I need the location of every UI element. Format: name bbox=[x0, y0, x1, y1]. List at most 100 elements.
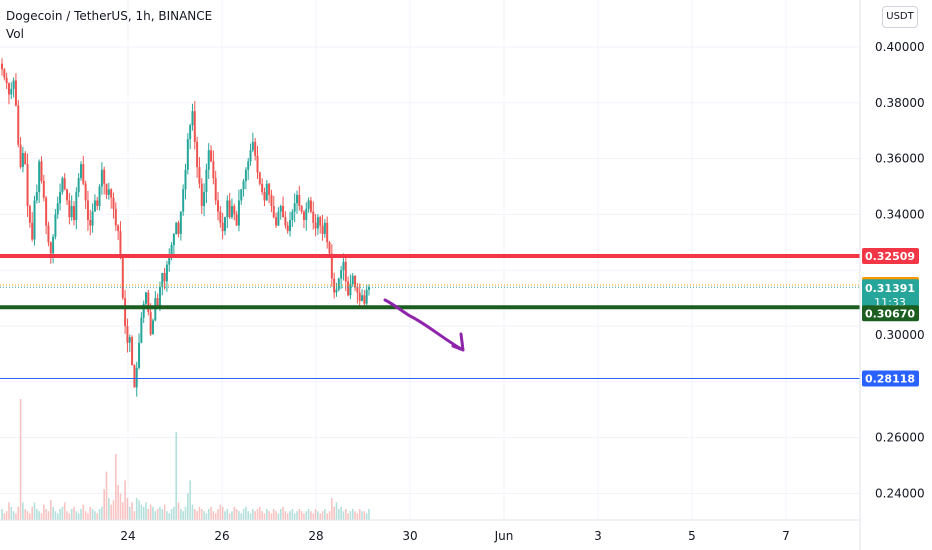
candle-body bbox=[321, 225, 324, 234]
volume-bar bbox=[40, 513, 43, 520]
y-tick-label: 0.38000 bbox=[875, 96, 925, 110]
candle-body bbox=[68, 200, 71, 218]
volume-bar bbox=[8, 502, 10, 520]
volume-bar bbox=[275, 511, 277, 520]
candle-body bbox=[128, 337, 131, 343]
price-label-target-text: 0.28118 bbox=[865, 373, 915, 386]
candle-body bbox=[189, 125, 192, 140]
price-label-resistance[interactable] bbox=[862, 247, 919, 264]
volume-bar bbox=[173, 506, 175, 520]
volume-legend[interactable]: Vol bbox=[6, 27, 24, 41]
volume-bar bbox=[256, 509, 259, 520]
candle-body bbox=[33, 200, 36, 240]
volume-bar bbox=[214, 513, 217, 520]
projection-arrow[interactable] bbox=[383, 298, 465, 352]
volume-bar bbox=[324, 509, 326, 520]
candle-body bbox=[309, 200, 312, 212]
y-tick-label: 0.30000 bbox=[875, 328, 925, 342]
volume-bar bbox=[191, 504, 194, 520]
candle-body bbox=[124, 298, 127, 326]
candle-body bbox=[100, 169, 103, 187]
volume-bar bbox=[80, 509, 82, 520]
volume-bar bbox=[168, 513, 171, 520]
volume-bar bbox=[307, 509, 310, 520]
volume-bar bbox=[228, 513, 231, 520]
horizontal-levels[interactable] bbox=[0, 253, 860, 380]
candle-body bbox=[21, 153, 24, 167]
volume-bar bbox=[291, 509, 294, 520]
candle-body bbox=[293, 203, 296, 212]
volume-bar bbox=[310, 511, 312, 520]
x-tick-label: 26 bbox=[214, 529, 229, 543]
volume-bar bbox=[133, 511, 136, 520]
volume-bar bbox=[245, 506, 247, 520]
candle-body bbox=[205, 169, 208, 193]
volume-bar bbox=[247, 511, 250, 520]
volume-bar bbox=[249, 513, 252, 520]
x-tick-label: 28 bbox=[308, 529, 323, 543]
price-label-support[interactable] bbox=[862, 305, 919, 322]
volume-bar bbox=[84, 511, 87, 520]
volume-bar bbox=[356, 513, 359, 520]
candle-body bbox=[263, 192, 266, 201]
candle-body bbox=[79, 164, 82, 179]
candle-body bbox=[86, 200, 89, 220]
currency-button[interactable]: USDT bbox=[882, 6, 918, 28]
volume-bar bbox=[38, 511, 40, 520]
price-label-bid-text: 0.31391 bbox=[865, 282, 915, 295]
candle-body bbox=[340, 270, 343, 279]
candle-body bbox=[84, 183, 87, 201]
volume-bar bbox=[131, 502, 133, 520]
candle-body bbox=[249, 150, 252, 162]
candle-body bbox=[247, 161, 250, 170]
candle-body bbox=[314, 222, 317, 229]
candle-body bbox=[163, 272, 166, 282]
candle-body bbox=[112, 197, 115, 209]
symbol-legend[interactable]: Dogecoin / TetherUS, 1h, BINANCE bbox=[6, 9, 213, 23]
volume-bar bbox=[259, 506, 261, 520]
volume-bar bbox=[119, 493, 122, 520]
volume-bar bbox=[82, 504, 85, 520]
price-label-bid[interactable] bbox=[862, 279, 919, 310]
candle-body bbox=[149, 312, 152, 335]
volume-bar bbox=[36, 509, 38, 520]
volume-bar bbox=[368, 509, 370, 520]
price-label-support-text: 0.30670 bbox=[865, 307, 915, 320]
candle-body bbox=[73, 206, 76, 220]
volume-bar bbox=[284, 511, 287, 520]
volume-bar bbox=[238, 511, 240, 520]
volume-bar bbox=[296, 511, 298, 520]
volume-bar bbox=[344, 509, 347, 520]
candle-body bbox=[59, 192, 62, 204]
time-axis[interactable]: 24 26 28 30 Jun 3 5 7 bbox=[120, 529, 789, 543]
candle-body bbox=[40, 161, 43, 181]
candle-body bbox=[151, 320, 154, 335]
volume-bar bbox=[210, 506, 212, 520]
candle-body bbox=[219, 211, 222, 223]
volume-bar bbox=[75, 511, 78, 520]
volume-bar bbox=[152, 506, 154, 520]
volume-bar bbox=[159, 506, 161, 520]
y-tick-label: 0.36000 bbox=[875, 152, 925, 166]
volume-bar bbox=[305, 511, 308, 520]
volume-bar bbox=[149, 504, 152, 520]
y-tick-label: 0.34000 bbox=[875, 207, 925, 221]
candle-body bbox=[63, 178, 66, 190]
volume-bar bbox=[166, 511, 168, 520]
candle-body bbox=[272, 206, 275, 218]
candle-body bbox=[14, 80, 17, 106]
candle-body bbox=[256, 155, 259, 173]
candle-body bbox=[35, 192, 38, 201]
x-tick-label: 5 bbox=[688, 529, 696, 543]
candle-body bbox=[365, 289, 368, 304]
volume-bar bbox=[340, 506, 342, 520]
volume-bar bbox=[333, 506, 335, 520]
candle-body bbox=[135, 367, 138, 388]
price-label-target[interactable] bbox=[862, 370, 919, 387]
volume-bar bbox=[108, 498, 110, 520]
volume-bar bbox=[184, 506, 187, 520]
candle-body bbox=[289, 219, 292, 232]
candle-body bbox=[110, 189, 113, 198]
